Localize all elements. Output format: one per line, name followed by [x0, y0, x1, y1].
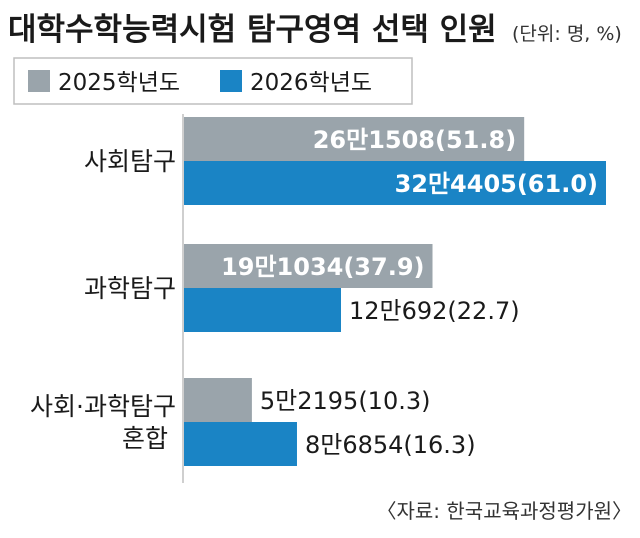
legend-label-2026: 2026학년도: [250, 70, 372, 96]
data-label: 32만4405(61.0): [395, 170, 598, 198]
legend-label-2025: 2025학년도: [58, 70, 180, 96]
bar-2025학년도: [184, 117, 525, 161]
source-note: 〈자료: 한국교육과정평가원〉: [377, 499, 633, 523]
data-label: 8만6854(16.3): [305, 431, 476, 459]
unit-note: (단위: 명, %): [512, 23, 622, 45]
category-label: 사회탐구: [84, 147, 176, 176]
category-label: 사회·과학탐구: [30, 392, 176, 421]
data-label: 5만2195(10.3): [260, 387, 431, 415]
bar-2026학년도: [184, 288, 342, 332]
legend-box: [13, 57, 413, 105]
data-label: 26만1508(51.8): [313, 126, 516, 154]
chart-title: 대학수학능력시험 탐구영역 선택 인원: [8, 12, 497, 48]
plot-area: 사회탐구 26만1508(51.8) 32만4405(61.0) 과학탐구 19만103…: [30, 117, 606, 466]
legend-swatch-2026: [220, 70, 242, 92]
category-label: 혼합: [122, 424, 168, 453]
bar-2025학년도: [184, 378, 252, 422]
category-label: 과학탐구: [84, 274, 176, 303]
data-label: 19만1034(37.9): [221, 253, 424, 281]
data-label: 12만692(22.7): [349, 297, 520, 325]
bar-2025학년도: [184, 244, 433, 288]
bar-2026학년도: [184, 161, 606, 205]
legend-swatch-2025: [28, 70, 50, 92]
bar-2026학년도: [184, 422, 297, 466]
